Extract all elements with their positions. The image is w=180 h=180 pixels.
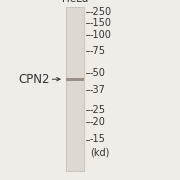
Text: -37: -37 bbox=[90, 85, 106, 95]
Bar bbox=[66, 7, 84, 171]
Text: -25: -25 bbox=[90, 105, 106, 115]
Text: -15: -15 bbox=[90, 134, 106, 145]
Text: -100: -100 bbox=[90, 30, 112, 40]
Text: (kd): (kd) bbox=[90, 147, 109, 157]
Text: CPN2: CPN2 bbox=[19, 73, 50, 86]
Text: -150: -150 bbox=[90, 18, 112, 28]
Bar bbox=[66, 78, 84, 81]
Text: HeLa: HeLa bbox=[62, 0, 88, 4]
Text: -250: -250 bbox=[90, 7, 112, 17]
Text: -50: -50 bbox=[90, 68, 106, 78]
Text: -20: -20 bbox=[90, 117, 106, 127]
Text: -75: -75 bbox=[90, 46, 106, 56]
